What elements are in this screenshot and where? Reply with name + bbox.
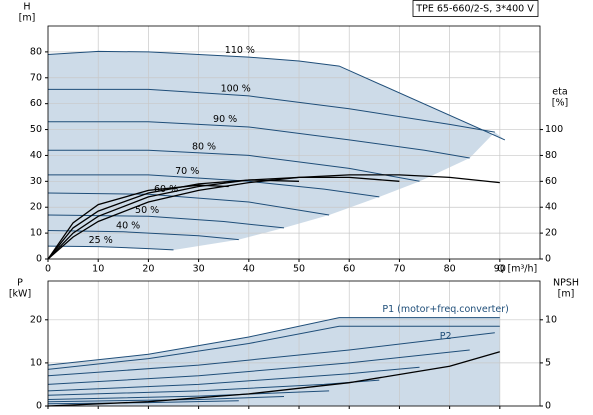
y-tick-label: 10 <box>30 357 42 368</box>
y-tick-label: 60 <box>30 98 42 109</box>
curve-label: P1 (motor+freq.converter) <box>382 304 509 315</box>
curve-label: 25 % <box>89 235 113 246</box>
curve <box>47 390 330 400</box>
x-axis-label: Q [m³/h] <box>497 264 537 275</box>
y-axis-label: P <box>17 278 23 289</box>
y-tick-label: 0 <box>36 254 42 265</box>
curve <box>48 174 380 198</box>
curve <box>47 396 285 403</box>
x-tick-label: 80 <box>444 264 456 275</box>
x-tick-label: 70 <box>393 264 405 275</box>
y-tick-label: 40 <box>30 150 42 161</box>
y2-tick-label: 10 <box>545 314 557 325</box>
x-tick-label: 10 <box>92 264 104 275</box>
curve <box>47 50 506 141</box>
chart-title: TPE 65-660/2-S, 3*400 V <box>415 4 534 15</box>
y2-axis-unit: [m] <box>558 289 575 300</box>
y-tick-label: 10 <box>30 228 42 239</box>
curve <box>47 400 239 405</box>
y2-tick-label: 80 <box>545 150 557 161</box>
plot-frame <box>47 25 541 260</box>
y2-tick-label: 60 <box>545 176 557 187</box>
curve <box>47 349 470 385</box>
curve <box>47 230 239 241</box>
curve <box>47 317 500 366</box>
curve-label: 40 % <box>116 221 140 232</box>
y2-tick-label: 40 <box>545 202 557 213</box>
y-axis-label: H <box>23 2 30 13</box>
plot-frame <box>47 280 541 407</box>
y-tick-label: 20 <box>30 202 42 213</box>
y2-axis-label: eta <box>552 87 567 98</box>
curve <box>48 121 470 159</box>
y-tick-label: 80 <box>30 46 42 57</box>
title-box <box>412 0 539 17</box>
curve <box>47 366 420 392</box>
x-tick-label: 40 <box>243 264 255 275</box>
curve-label: P2 <box>440 331 452 342</box>
secondary-curve <box>47 174 500 260</box>
curve <box>47 332 495 377</box>
y-axis-unit: [m] <box>19 13 36 24</box>
x-tick-label: 20 <box>142 264 154 275</box>
curve-label: 50 % <box>135 205 159 216</box>
x-tick-label: 60 <box>343 264 355 275</box>
curve <box>47 325 500 370</box>
curve <box>47 245 174 251</box>
curve-label: 70 % <box>175 166 199 177</box>
curve <box>47 192 330 216</box>
x-tick-label: 0 <box>45 264 51 275</box>
curve <box>48 88 495 133</box>
y2-axis-label: NPSH <box>553 278 579 289</box>
curve-label: 110 % <box>225 45 255 56</box>
secondary-curve <box>47 351 500 407</box>
operating-area <box>48 317 500 406</box>
y2-axis-unit: [%] <box>552 98 568 109</box>
x-tick-label: 30 <box>193 264 205 275</box>
curve-label: 100 % <box>221 84 251 95</box>
x-tick-label: 90 <box>494 264 506 275</box>
y2-tick-label: 5 <box>545 357 551 368</box>
curve-label: 90 % <box>213 114 237 125</box>
y-tick-label: 70 <box>30 72 42 83</box>
curve-label: 80 % <box>192 142 216 153</box>
y-axis-unit: [kW] <box>9 289 31 300</box>
y2-tick-label: 0 <box>545 254 551 265</box>
secondary-curve <box>47 179 300 260</box>
y-tick-label: 20 <box>30 314 42 325</box>
y2-tick-label: 0 <box>545 401 551 412</box>
y-tick-label: 50 <box>30 124 42 135</box>
y-tick-label: 30 <box>30 176 42 187</box>
y-tick-label: 0 <box>36 401 42 412</box>
x-tick-label: 50 <box>293 264 305 275</box>
secondary-curve <box>47 184 229 260</box>
curve <box>48 149 420 182</box>
y2-tick-label: 100 <box>545 124 563 135</box>
secondary-curve <box>47 176 400 260</box>
y2-tick-label: 20 <box>545 228 557 239</box>
